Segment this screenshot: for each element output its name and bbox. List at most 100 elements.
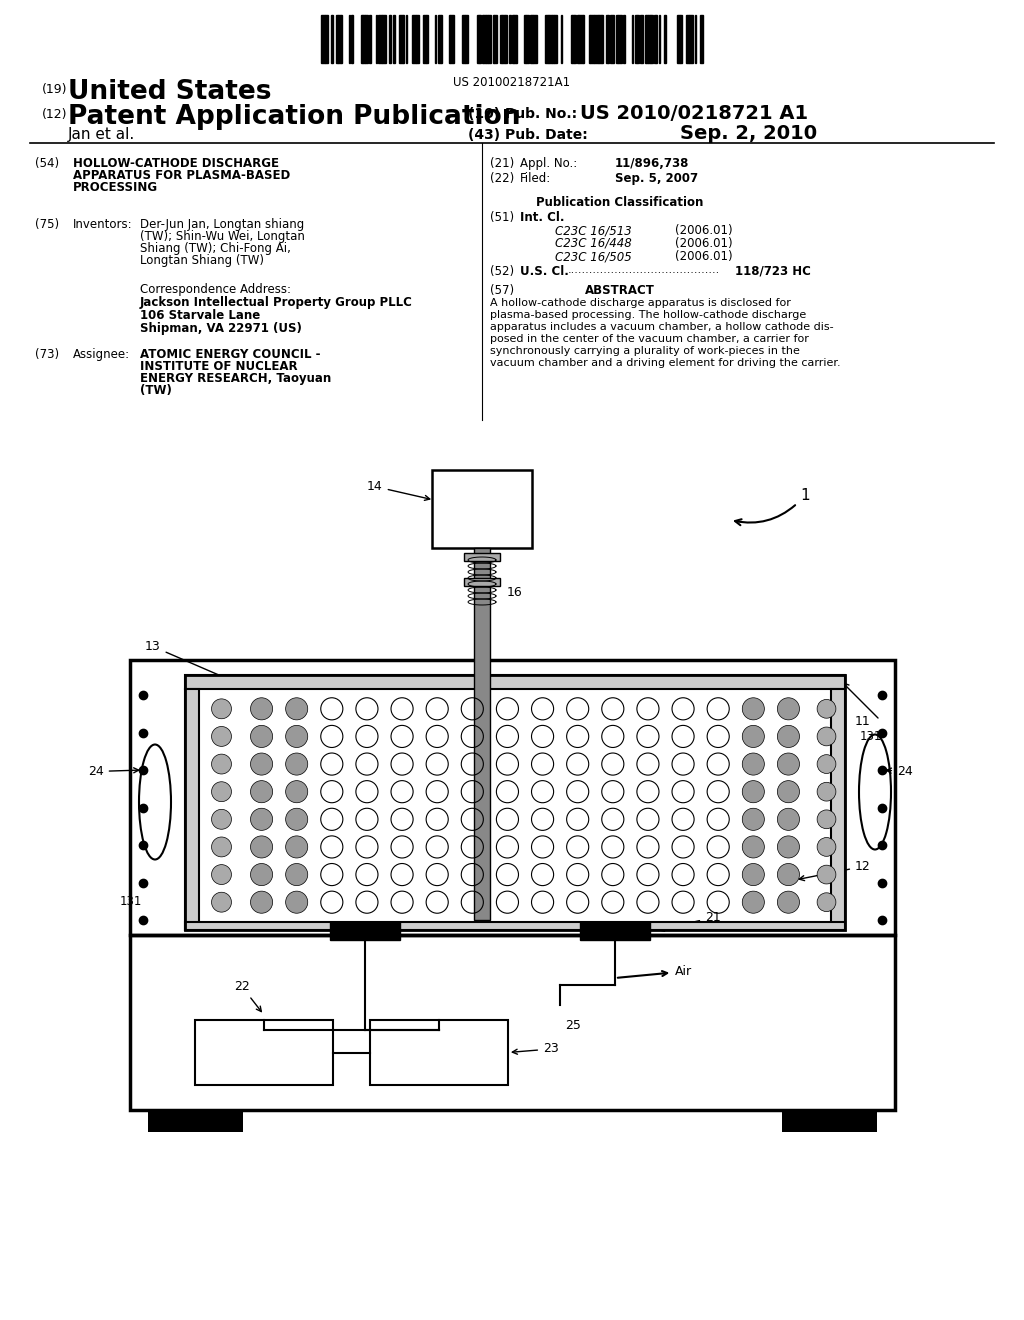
Bar	[689, 15, 693, 63]
Text: 12: 12	[800, 861, 870, 880]
Bar	[545, 15, 548, 63]
Circle shape	[742, 863, 764, 886]
Text: 25: 25	[565, 1019, 581, 1032]
Circle shape	[251, 698, 272, 719]
Text: apparatus includes a vacuum chamber, a hollow cathode dis-: apparatus includes a vacuum chamber, a h…	[490, 322, 834, 333]
Circle shape	[777, 698, 800, 719]
Text: 11/896,738: 11/896,738	[615, 157, 689, 170]
Bar	[549, 15, 552, 63]
Circle shape	[286, 780, 308, 803]
Text: 13: 13	[145, 640, 231, 681]
Bar	[338, 15, 341, 63]
Text: Inventors:: Inventors:	[73, 218, 133, 231]
Text: Appl. No.:: Appl. No.:	[520, 157, 578, 170]
Bar	[524, 15, 526, 63]
Circle shape	[251, 863, 272, 886]
Text: 11: 11	[855, 715, 870, 729]
Text: Longtan Shiang (TW): Longtan Shiang (TW)	[140, 253, 264, 267]
Text: (75): (75)	[35, 218, 59, 231]
Text: C23C 16/448: C23C 16/448	[555, 238, 632, 249]
Circle shape	[251, 891, 272, 913]
Bar	[637, 15, 639, 63]
Bar	[782, 1110, 877, 1133]
Text: INSTITUTE OF NUCLEAR: INSTITUTE OF NUCLEAR	[140, 360, 298, 374]
Bar	[616, 15, 618, 63]
Bar	[635, 15, 637, 63]
Text: Sep. 5, 2007: Sep. 5, 2007	[615, 172, 698, 185]
Text: Publication Classification: Publication Classification	[537, 195, 703, 209]
Text: APPARATUS FOR PLASMA-BASED: APPARATUS FOR PLASMA-BASED	[73, 169, 290, 182]
Text: Der-Jun Jan, Longtan shiang: Der-Jun Jan, Longtan shiang	[140, 218, 304, 231]
Text: 16: 16	[507, 586, 522, 599]
Text: (54): (54)	[35, 157, 59, 170]
Text: (51): (51)	[490, 211, 514, 224]
Text: ENERGY RESEARCH, Taoyuan: ENERGY RESEARCH, Taoyuan	[140, 372, 331, 385]
Circle shape	[286, 752, 308, 775]
Text: US 20100218721A1: US 20100218721A1	[454, 77, 570, 88]
Text: generator: generator	[226, 1056, 302, 1072]
Text: Shiang (TW); Chi-Fong Ai,: Shiang (TW); Chi-Fong Ai,	[140, 242, 291, 255]
Bar	[416, 15, 419, 63]
Circle shape	[286, 863, 308, 886]
Text: (19): (19)	[42, 83, 68, 96]
Circle shape	[817, 865, 836, 884]
Bar	[393, 15, 395, 63]
Circle shape	[286, 726, 308, 747]
Bar	[500, 15, 502, 63]
Circle shape	[817, 810, 836, 829]
Bar	[336, 15, 338, 63]
Text: matchbox: matchbox	[401, 1056, 477, 1072]
Circle shape	[742, 780, 764, 803]
Circle shape	[817, 700, 836, 718]
Bar	[130, 660, 895, 935]
Text: 23: 23	[512, 1043, 559, 1056]
Bar	[509, 15, 511, 63]
Bar	[831, 689, 845, 931]
Text: plasma-based processing. The hollow-cathode discharge: plasma-based processing. The hollow-cath…	[490, 310, 806, 319]
Text: (TW): (TW)	[140, 384, 172, 397]
Bar	[648, 15, 650, 63]
Bar	[574, 15, 575, 63]
Text: 21: 21	[659, 911, 721, 932]
Circle shape	[817, 783, 836, 801]
Circle shape	[212, 809, 231, 829]
Text: RF: RF	[429, 1035, 449, 1049]
Circle shape	[777, 808, 800, 830]
Text: United States: United States	[68, 79, 271, 106]
Text: Jackson Intellectual Property Group PLLC: Jackson Intellectual Property Group PLLC	[140, 296, 413, 309]
Bar	[646, 15, 648, 63]
Bar	[412, 15, 416, 63]
Text: (12): (12)	[42, 108, 68, 121]
Bar	[686, 15, 689, 63]
Text: ATOMIC ENERGY COUNCIL -: ATOMIC ENERGY COUNCIL -	[140, 348, 321, 360]
Bar	[464, 553, 500, 561]
Circle shape	[777, 726, 800, 747]
Text: synchronously carrying a plurality of work-pieces in the: synchronously carrying a plurality of wo…	[490, 346, 800, 356]
Circle shape	[212, 754, 231, 774]
Circle shape	[777, 836, 800, 858]
Text: 131: 131	[860, 730, 883, 743]
Bar	[399, 15, 403, 63]
Bar	[552, 15, 554, 63]
Text: (43) Pub. Date:: (43) Pub. Date:	[468, 128, 588, 143]
Bar	[130, 935, 895, 1110]
Text: A hollow-cathode discharge apparatus is disclosed for: A hollow-cathode discharge apparatus is …	[490, 298, 791, 308]
Bar	[610, 15, 614, 63]
Bar	[606, 15, 608, 63]
Bar	[185, 921, 845, 931]
Circle shape	[251, 726, 272, 747]
Text: vacuum chamber and a driving element for driving the carrier.: vacuum chamber and a driving element for…	[490, 358, 841, 368]
Text: (22): (22)	[490, 172, 514, 185]
Bar	[579, 15, 583, 63]
Text: HOLLOW-CATHODE DISCHARGE: HOLLOW-CATHODE DISCHARGE	[73, 157, 279, 170]
Bar	[195, 1020, 333, 1085]
Text: 22: 22	[234, 979, 261, 1011]
Bar	[423, 15, 426, 63]
Bar	[477, 15, 479, 63]
Text: (2006.01): (2006.01)	[675, 238, 732, 249]
Circle shape	[212, 837, 231, 857]
Text: 1: 1	[735, 488, 810, 525]
Bar	[438, 15, 441, 63]
Bar	[462, 15, 465, 63]
Text: U.S. Cl.: U.S. Cl.	[520, 265, 569, 279]
